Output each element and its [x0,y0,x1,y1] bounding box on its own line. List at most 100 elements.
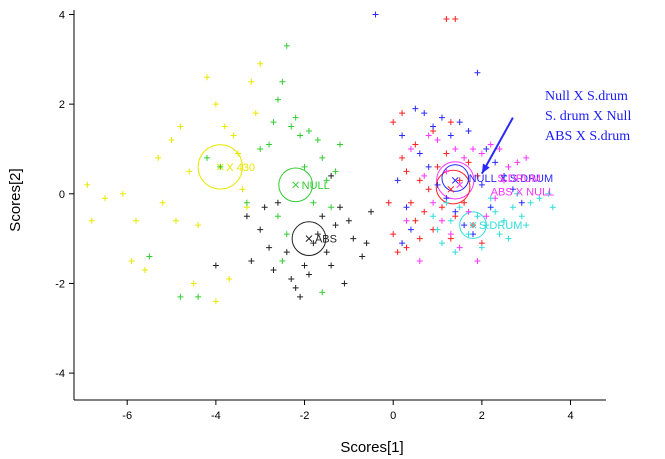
data-point [283,42,290,49]
data-point [452,208,459,215]
y-tick-label: -2 [55,278,65,290]
data-point [159,199,166,206]
data-point [195,222,202,229]
data-point [403,244,410,251]
data-point [288,123,295,130]
data-point [421,208,428,215]
data-point [443,199,450,206]
data-point [394,177,401,184]
data-point [407,226,414,233]
annotation-line: Null X S.drum [545,89,628,104]
group-label: S.DRUM [479,220,522,232]
group-label: X 430 [226,162,255,174]
data-point [266,244,273,251]
data-point [509,186,516,193]
data-point [483,213,490,220]
group-label: ABS [315,234,337,246]
y-tick-label: 2 [59,99,65,111]
data-point [456,119,463,126]
data-point [523,222,530,229]
data-point [190,280,197,287]
data-point [505,235,512,242]
data-point [501,172,508,179]
data-point [416,177,423,184]
data-point [239,186,246,193]
data-point [447,231,454,238]
data-point [261,204,268,211]
data-point [359,253,366,260]
data-point [297,293,304,300]
data-point [496,231,503,238]
data-point [412,141,419,148]
data-point [323,249,330,256]
data-point [350,235,357,242]
data-point [456,204,463,211]
data-point [248,78,255,85]
data-point [492,208,499,215]
plot-axes: -6 -4 -2 0 2 4 -4 -2 0 2 4 [55,9,606,422]
data-point [421,110,428,117]
data-point [345,217,352,224]
data-point [146,253,153,260]
data-point [514,190,521,197]
data-point [301,163,308,170]
data-point [456,244,463,251]
data-point [257,145,264,152]
cluster-label: ABS X NULL [491,187,555,199]
data-point [536,195,543,202]
centroid-marker [451,176,459,184]
data-point [474,258,481,265]
data-point [452,249,459,256]
data-point [252,110,259,117]
data-point [266,141,273,148]
data-point [212,262,219,269]
data-point [319,289,326,296]
data-point [328,172,335,179]
group-circle [278,167,314,203]
data-point [337,204,343,211]
data-point [274,96,281,103]
data-point [399,240,406,247]
data-point [478,244,485,251]
y-tick-label: 4 [59,9,65,21]
group-circle [436,161,475,200]
data-point [412,217,419,224]
data-point [204,154,210,161]
data-point [496,145,503,152]
data-point [332,222,339,229]
data-point [483,145,490,152]
y-tick-label: -4 [55,368,65,380]
data-point [425,186,432,193]
data-point [301,262,308,269]
data-point [443,168,450,175]
data-point [412,105,419,112]
data-point [283,249,290,256]
centroid-marker [305,235,313,242]
annotation-line: S. drum X Null [545,109,631,124]
data-point [478,150,485,157]
data-point [438,114,445,121]
data-point [279,78,286,85]
arrow-head [481,163,490,174]
x-tick-label: -4 [211,410,221,422]
data-point [461,199,468,206]
data-point [434,226,441,233]
data-point [141,267,148,273]
data-point [217,163,224,170]
data-point [195,293,202,300]
data-point [283,231,290,238]
data-point [394,249,401,256]
data-point [403,217,410,224]
data-point [403,204,410,211]
data-point [518,199,525,206]
data-point [514,159,521,166]
data-point [407,199,414,206]
data-point [363,240,370,247]
data-point [270,267,277,273]
data-point [438,217,445,224]
data-point [487,204,494,211]
data-point [341,280,348,287]
data-points [84,11,556,305]
